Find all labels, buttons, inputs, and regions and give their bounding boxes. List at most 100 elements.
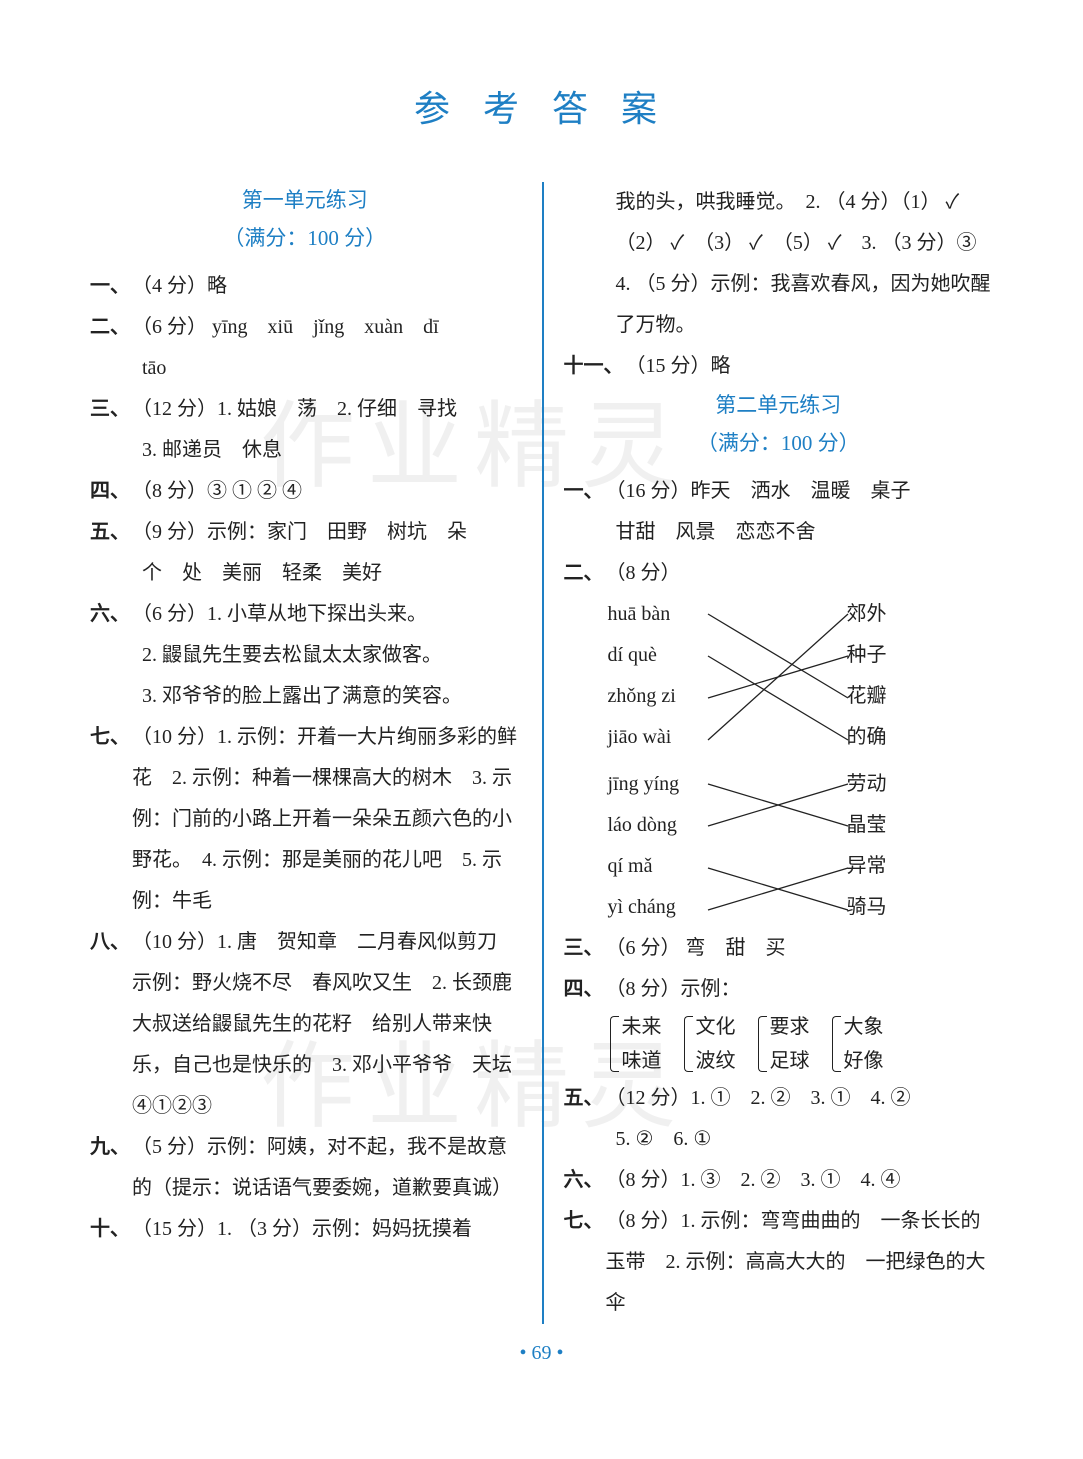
unit2-title: 第二单元练习 [564,387,994,425]
u1-q10-part1: 十、（15 分）1. （3 分）示例：妈妈抚摸着 [90,1209,520,1250]
q-body: （8 分）1. ③ 2. ② 3. ① 4. ④ [606,1160,994,1201]
q-body: （9 分）示例：家门 田野 树坑 朵 [132,512,520,553]
bracket-word: 要求 [770,1010,810,1044]
q-body: （16 分）昨天 洒水 温暖 桌子 [606,471,994,512]
q-num: 五、 [564,1078,604,1119]
u1-q3: 三、（12 分）1. 姑娘 荡 2. 仔细 寻找 [90,389,520,430]
q-num: 十一、 [564,346,624,387]
bracket-word: 大象 [844,1010,884,1044]
q-num: 三、 [90,389,130,430]
u1-q5-line2: 个 处 美丽 轻柔 美好 [90,553,520,594]
hanzi-item: 异常 [847,846,993,887]
u1-q7: 七、（10 分）1. 示例：开着一大片绚丽多彩的鲜花 2. 示例：种着一棵棵高大… [90,717,520,922]
q-body: （15 分）略 [626,346,994,387]
q-body: （6 分）1. 小草从地下探出头来。 [132,594,520,635]
bracket-word: 足球 [770,1044,810,1078]
bracket-pair: 大象好像 [830,1010,884,1078]
unit1-title: 第一单元练习 [90,182,520,220]
q-body: （8 分）1. 示例：弯弯曲曲的 一条长长的玉带 2. 示例：高高大大的 一把绿… [606,1201,994,1324]
u1-q8: 八、（10 分）1. 唐 贺知章 二月春风似剪刀 示例：野火烧不尽 春风吹又生 … [90,922,520,1127]
u2-q5-line2: 5. ② 6. ① [564,1119,994,1160]
hanzi-item: 劳动 [847,764,993,805]
bracket-group: 未来味道 文化波纹 要求足球 大象好像 [564,1010,994,1078]
q-num: 四、 [564,969,604,1010]
q-num: 十、 [90,1209,130,1250]
page-number: • 69 • [90,1342,993,1365]
q-body: （6 分） yīng xiū jǐng xuàn dī [132,307,520,348]
pinyin-item: yì cháng [608,887,793,928]
q-num: 七、 [564,1201,604,1324]
u1-q6-line2: 2. 鼹鼠先生要去松鼠太太家做客。 [90,635,520,676]
u1-q10-cont: 我的头，哄我睡觉。 2. （4 分）（1） ✓ （2） ✓ （3） ✓ （5） … [564,182,994,346]
u2-q6: 六、（8 分）1. ③ 2. ② 3. ① 4. ④ [564,1160,994,1201]
u1-q11: 十一、（15 分）略 [564,346,994,387]
u2-q5: 五、（12 分）1. ① 2. ② 3. ① 4. ② [564,1078,994,1119]
u1-q1: 一、（4 分）略 [90,266,520,307]
hanzi-item: 花瓣 [847,676,993,717]
q-body: （15 分）1. （3 分）示例：妈妈抚摸着 [132,1209,520,1250]
bracket-pair: 未来味道 [608,1010,662,1078]
hanzi-item: 的确 [847,717,993,758]
q-body: （5 分）示例：阿姨，对不起，我不是故意的（提示：说话语气要委婉，道歉要真诚） [132,1127,520,1209]
bracket-pair: 文化波纹 [682,1010,736,1078]
bracket-word: 味道 [622,1044,662,1078]
u2-q2: 二、（8 分） [564,553,994,594]
q-body: （6 分） 弯 甜 买 [606,928,994,969]
u2-q4: 四、（8 分）示例： [564,969,994,1010]
pinyin-item: dí què [608,635,793,676]
q-num: 八、 [90,922,130,1127]
u1-q2-line2: tāo [90,348,520,389]
q-num: 五、 [90,512,130,553]
hanzi-item: 种子 [847,635,993,676]
q-num: 一、 [90,266,130,307]
q-body: （8 分）③ ① ② ④ [132,471,520,512]
q-body: （8 分） [606,553,994,594]
q-num: 六、 [90,594,130,635]
hanzi-item: 郊外 [847,594,993,635]
q-body: （4 分）略 [132,266,520,307]
hanzi-item: 骑马 [847,887,993,928]
q-num: 九、 [90,1127,130,1209]
q-body: （12 分）1. ① 2. ② 3. ① 4. ② [606,1078,994,1119]
content-columns: 第一单元练习 （满分：100 分） 一、（4 分）略 二、（6 分） yīng … [90,182,993,1324]
q-num: 七、 [90,717,130,922]
bracket-word: 好像 [844,1044,884,1078]
q-num: 一、 [564,471,604,512]
match-group-2: jīng yíng 劳动 láo dòng 晶莹 qí mǎ 异常 yì cháng 骑… [564,764,994,928]
q-body: （10 分）1. 唐 贺知章 二月春风似剪刀 示例：野火烧不尽 春风吹又生 2.… [132,922,520,1127]
u1-q2: 二、（6 分） yīng xiū jǐng xuàn dī [90,307,520,348]
q-num: 六、 [564,1160,604,1201]
u1-q6: 六、（6 分）1. 小草从地下探出头来。 [90,594,520,635]
unit2-subtitle: （满分：100 分） [564,425,994,463]
q-num: 二、 [564,553,604,594]
pinyin-item: qí mǎ [608,846,793,887]
q-num: 三、 [564,928,604,969]
bracket-word: 波纹 [696,1044,736,1078]
bracket-word: 未来 [622,1010,662,1044]
pinyin-item: zhǒng zi [608,676,793,717]
page-title: 参 考 答 案 [90,80,993,132]
u1-q5: 五、（9 分）示例：家门 田野 树坑 朵 [90,512,520,553]
bracket-pair: 要求足球 [756,1010,810,1078]
u1-q4: 四、（8 分）③ ① ② ④ [90,471,520,512]
pinyin-item: jīng yíng [608,764,793,805]
hanzi-item: 晶莹 [847,805,993,846]
u2-q7: 七、（8 分）1. 示例：弯弯曲曲的 一条长长的玉带 2. 示例：高高大大的 一… [564,1201,994,1324]
q-num: 四、 [90,471,130,512]
match-group-1: huā bàn郊外 dí què种子 zhǒng zi花瓣 jiāo wài的确 [564,594,994,758]
pinyin-item: jiāo wài [608,717,793,758]
u1-q9: 九、（5 分）示例：阿姨，对不起，我不是故意的（提示：说话语气要委婉，道歉要真诚… [90,1127,520,1209]
column-divider [542,182,544,1324]
left-column: 第一单元练习 （满分：100 分） 一、（4 分）略 二、（6 分） yīng … [90,182,542,1324]
u1-q3-line2: 3. 邮递员 休息 [90,430,520,471]
u1-q6-line3: 3. 邓爷爷的脸上露出了满意的笑容。 [90,676,520,717]
q-body: （8 分）示例： [606,969,994,1010]
unit1-subtitle: （满分：100 分） [90,220,520,258]
pinyin-item: láo dòng [608,805,793,846]
u2-q3: 三、（6 分） 弯 甜 买 [564,928,994,969]
q-body: （12 分）1. 姑娘 荡 2. 仔细 寻找 [132,389,520,430]
right-column: 我的头，哄我睡觉。 2. （4 分）（1） ✓ （2） ✓ （3） ✓ （5） … [542,182,994,1324]
u2-q1-line2: 甘甜 风景 恋恋不舍 [564,512,994,553]
q-body: （10 分）1. 示例：开着一大片绚丽多彩的鲜花 2. 示例：种着一棵棵高大的树… [132,717,520,922]
u2-q1: 一、（16 分）昨天 洒水 温暖 桌子 [564,471,994,512]
